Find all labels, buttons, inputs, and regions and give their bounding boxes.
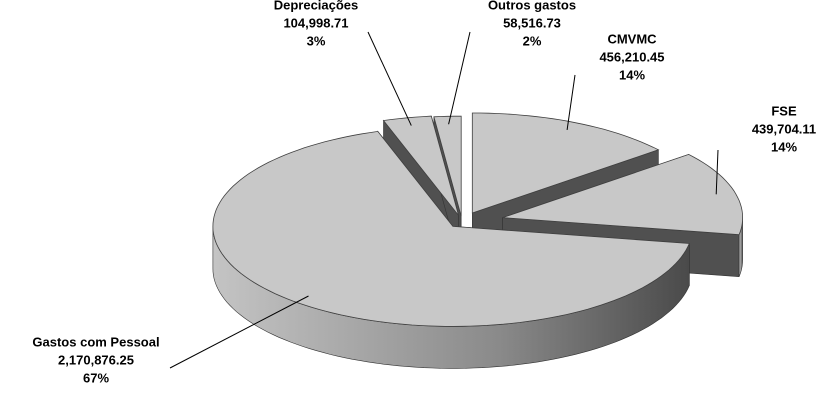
- leader-line: [169, 295, 309, 369]
- slice: [502, 153, 744, 236]
- slice: [471, 112, 660, 214]
- data-label-value: 439,704.11: [752, 121, 816, 136]
- data-label-percent: 3%: [307, 33, 326, 48]
- leader-line: [566, 74, 576, 130]
- data-label-value: 58,516.73: [503, 15, 561, 30]
- data-label-value: 456,210.45: [599, 49, 664, 64]
- data-label-value: 2,170,876.25: [58, 352, 134, 367]
- data-label-value: 104,998.71: [283, 15, 348, 30]
- leader-line: [367, 31, 412, 126]
- data-label-percent: 2%: [523, 33, 542, 48]
- data-label-name: CMVMC: [607, 31, 657, 46]
- data-label-name: Outros gastos: [488, 0, 576, 12]
- data-label-percent: 14%: [771, 139, 797, 154]
- slice: [433, 115, 462, 217]
- leader-line: [715, 149, 719, 195]
- data-label-percent: 67%: [83, 370, 109, 385]
- data-label-name: Depreciações: [274, 0, 359, 12]
- data-label-name: FSE: [771, 103, 797, 118]
- leader-line: [448, 31, 471, 125]
- data-label-name: Gastos com Pessoal: [32, 334, 159, 349]
- slice: [382, 115, 459, 216]
- data-label-percent: 14%: [619, 67, 645, 82]
